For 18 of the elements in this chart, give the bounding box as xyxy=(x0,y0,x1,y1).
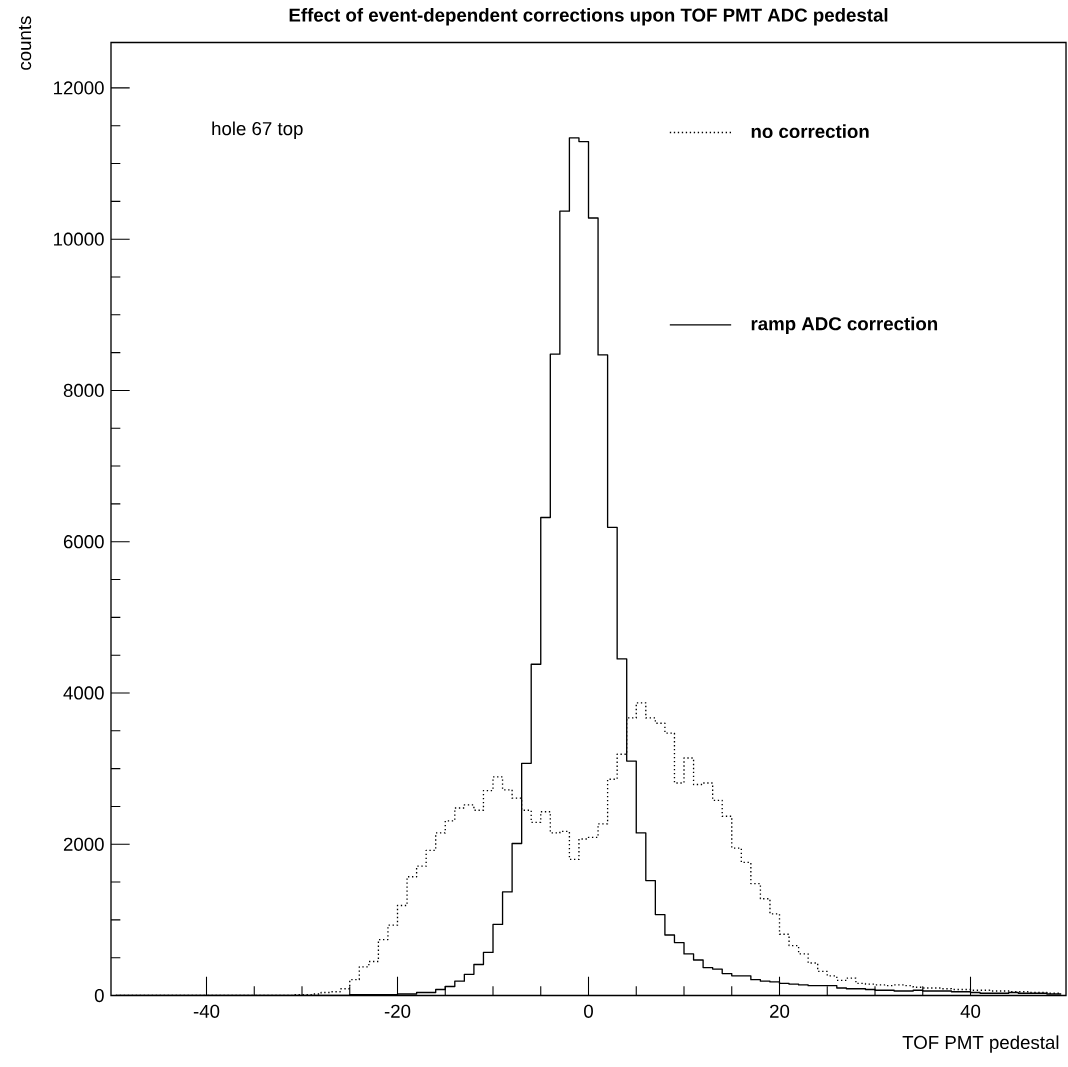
x-tick-label: -40 xyxy=(193,1004,220,1018)
y-tick-label: 10000 xyxy=(54,232,104,246)
y-tick-label: 4000 xyxy=(63,686,104,700)
legend-label: ramp ADC correction xyxy=(751,316,938,335)
y-axis-title: counts xyxy=(18,16,32,70)
x-tick-label: -20 xyxy=(384,1004,411,1018)
chart-title: Effect of event-dependent corrections upon TOF PMT ADC pedestal xyxy=(289,8,888,26)
x-tick-label: 0 xyxy=(584,1004,593,1018)
y-tick-label: 12000 xyxy=(54,81,104,95)
y-tick-label: 0 xyxy=(94,988,104,1003)
legend-label: no correction xyxy=(751,124,869,139)
annotation: hole 67 top xyxy=(212,121,303,139)
y-tick-label: 8000 xyxy=(63,383,104,398)
x-axis-title: TOF PMT pedestal xyxy=(902,1035,1059,1053)
x-tick-label: 20 xyxy=(770,1004,790,1018)
y-tick-label: 2000 xyxy=(63,837,104,851)
x-tick-label: 40 xyxy=(960,1004,981,1018)
y-tick-label: 6000 xyxy=(63,535,104,549)
